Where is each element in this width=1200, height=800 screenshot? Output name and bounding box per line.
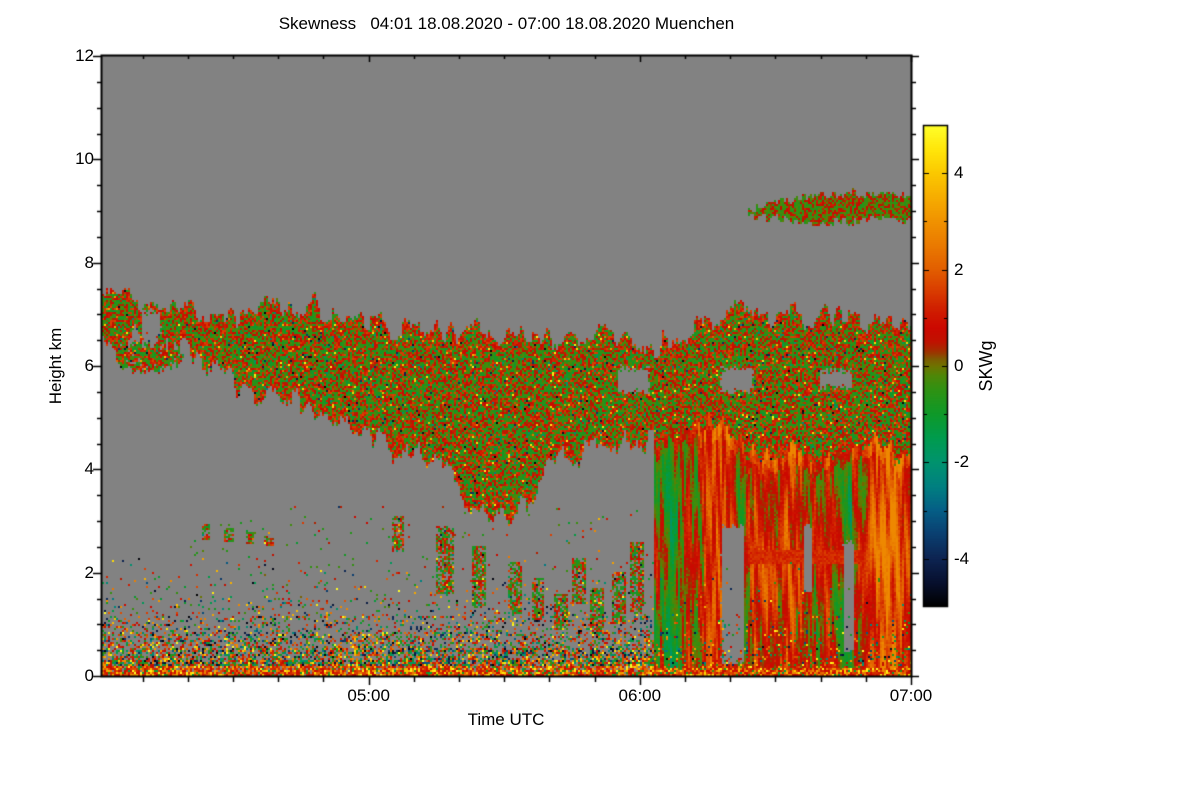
y-tick-label: 2 (84, 562, 94, 582)
chart-title: Skewness 04:01 18.08.2020 - 07:00 18.08.… (278, 14, 735, 33)
colorbar-tick-label: 0 (954, 356, 964, 375)
y-tick-label: 0 (84, 666, 94, 685)
y-tick-label: 4 (84, 459, 94, 479)
x-axis-label: Time UTC (467, 710, 545, 729)
y-tick-label: 10 (75, 149, 94, 169)
colorbar-tick-label: 4 (954, 163, 964, 183)
y-tick-label: 12 (75, 46, 94, 65)
colorbar-tick-label: 2 (954, 259, 964, 279)
colorbar-tick-label: -2 (954, 452, 970, 472)
x-tick-label: 07:00 (889, 686, 933, 705)
y-tick-label: 8 (84, 252, 94, 272)
x-tick-label: 06:00 (618, 686, 662, 705)
y-tick-label: 6 (84, 356, 94, 375)
x-tick-label: 05:00 (347, 686, 390, 705)
colorbar-tick-label: -4 (954, 548, 970, 568)
